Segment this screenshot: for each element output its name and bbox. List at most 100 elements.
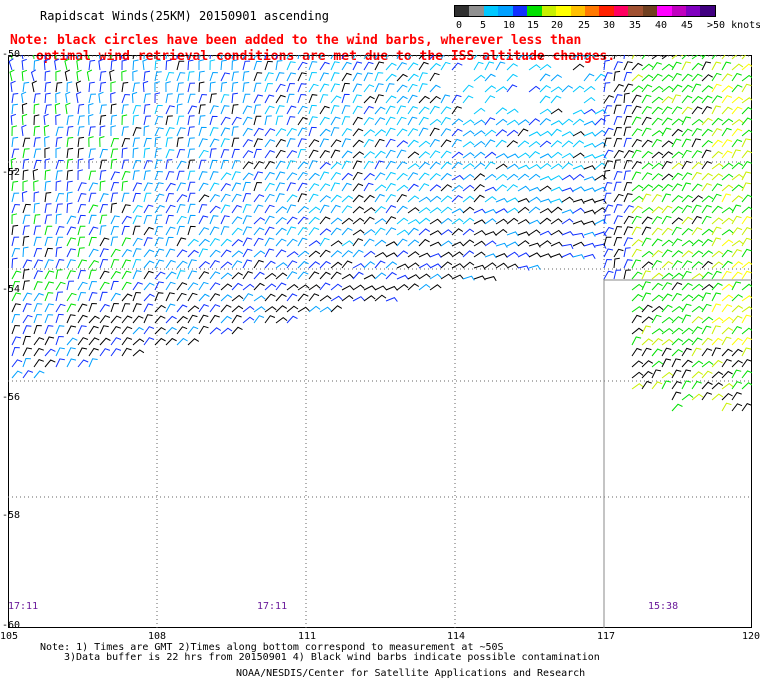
wind-barb [731,294,743,302]
wind-barb [198,281,209,291]
wind-barb [11,292,22,302]
wind-barb [66,292,77,302]
wind-barb [741,270,752,280]
wind-barb [308,104,317,115]
wind-barb [209,159,218,170]
wind-barb [341,182,352,192]
wind-barb [143,226,154,236]
wind-barb [286,315,298,324]
wind-barb [88,170,97,181]
wind-barb [11,180,19,192]
wind-barb [407,172,419,181]
wind-barb [363,228,376,236]
wind-barb [641,193,652,203]
wind-barb [451,194,463,203]
wind-barb [231,160,241,170]
wind-barb [691,138,701,148]
wind-barb [528,186,541,192]
wind-barb [396,95,408,104]
wind-barb [154,182,164,192]
wind-barb [10,55,13,60]
wind-barb [99,71,107,82]
wind-barb [594,153,607,159]
wind-barb [209,249,221,258]
wind-barb [506,140,518,148]
wind-barb [374,129,387,137]
wind-barb [55,55,57,60]
wind-barb [661,151,674,159]
wind-barb [572,55,585,60]
wind-barb [741,370,752,379]
wind-barb [154,92,161,104]
wind-barb [385,204,397,214]
wind-barb [681,338,694,346]
wind-barb [308,183,320,192]
wind-barb [264,128,276,137]
wind-barb [22,246,29,258]
wind-barb [330,116,341,126]
wind-barb [691,294,704,302]
wind-barb [341,217,354,225]
footer-note-2: 3)Data buffer is 22 hrs from 20150901 4)… [64,652,600,663]
wind-barb [297,260,309,269]
wind-barb [721,173,734,181]
wind-barb [231,137,240,148]
wind-barb [352,160,363,170]
wind-barb [76,69,82,82]
wind-barb [55,92,61,104]
latitude-label: -58 [2,510,21,521]
wind-barb [110,326,121,335]
wind-barb [661,193,672,203]
wind-barb [681,61,691,71]
wind-barb [308,240,321,247]
wind-barb [473,55,478,60]
wind-barb [198,215,209,225]
wind-barb [671,162,684,170]
wind-barb [275,316,288,324]
wind-barb [721,106,733,115]
wind-barb [165,271,177,280]
wind-barb [731,128,743,137]
wind-barb [99,214,108,225]
wind-barb [308,227,320,236]
wind-barb [242,204,252,214]
wind-barb [440,172,452,181]
colorbar-swatch [628,6,643,16]
wind-barb [623,83,634,93]
wind-speed-colorbar [454,5,716,17]
wind-barb [64,69,71,82]
wind-barb [154,225,163,236]
wind-barb [539,198,552,204]
wind-barb [681,128,693,137]
wind-barb [33,247,42,258]
wind-barb [495,262,508,269]
wind-barb [691,55,704,60]
wind-barb [66,137,74,148]
wind-barb [352,229,365,236]
wind-barb [154,148,162,159]
wind-barb [681,227,693,236]
wind-barb [319,128,331,137]
wind-barb [429,95,441,104]
wind-barb [143,70,151,82]
wind-barb [440,94,451,104]
wind-barb [88,347,99,357]
wind-barb [352,171,363,181]
wind-barb [132,147,139,159]
wind-barb [22,214,31,225]
wind-barb [22,148,30,159]
wind-barb [220,283,233,291]
wind-barb [297,250,310,258]
wind-barb [110,103,117,115]
wind-barb [701,381,713,390]
wind-barb [275,182,285,192]
wind-barb [539,95,551,104]
wind-barb [77,225,86,236]
wind-barb [495,252,508,258]
wind-barb [741,327,752,335]
wind-barb [651,282,663,291]
wind-barb [691,183,703,192]
wind-barb [99,159,108,170]
wind-barb [297,127,308,137]
wind-barb [110,59,117,71]
